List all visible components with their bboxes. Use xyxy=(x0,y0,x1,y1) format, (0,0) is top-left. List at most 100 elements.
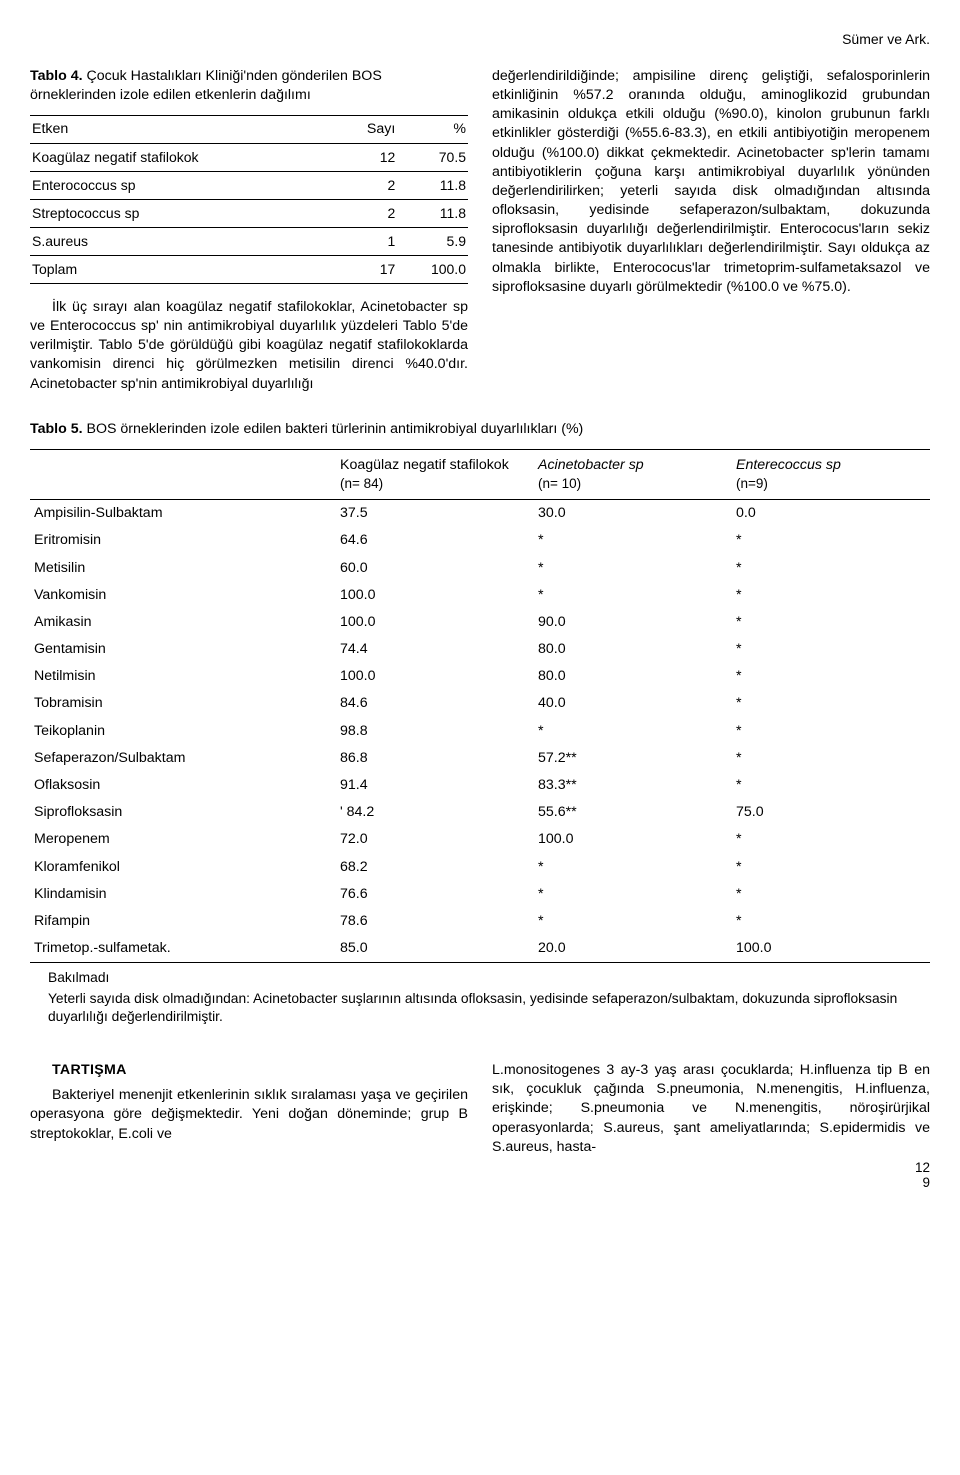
table4-col-etken: Etken xyxy=(30,116,339,144)
table-row: Metisilin60.0** xyxy=(30,555,930,582)
table4: Etken Sayı % Koagülaz negatif stafilokok… xyxy=(30,115,468,284)
table5-col-acineto-sub: (n= 10) xyxy=(538,475,728,493)
table5-header-row: Koagülaz negatif stafilokok (n= 84) Acin… xyxy=(30,449,930,499)
t5-name: Meropenem xyxy=(30,826,336,853)
right-paragraph: değerlendirildiğinde; ampisiline direnç … xyxy=(492,67,930,297)
t5-name: Tobramisin xyxy=(30,690,336,717)
table-row: Ampisilin-Sulbaktam37.530.00.0 xyxy=(30,500,930,528)
t4-sayi: 12 xyxy=(339,144,398,172)
table-row: Trimetop.-sulfametak.85.020.0100.0 xyxy=(30,935,930,963)
table-row: Toplam17100.0 xyxy=(30,255,468,283)
t5-c1: 100.0 xyxy=(336,582,534,609)
table-row: Rifampin78.6** xyxy=(30,908,930,935)
t5-c3: * xyxy=(732,718,930,745)
t5-c3: * xyxy=(732,555,930,582)
t4-etken: Toplam xyxy=(30,255,339,283)
t5-c3: * xyxy=(732,663,930,690)
t5-name: Siprofloksasin xyxy=(30,799,336,826)
t4-etken: Enterococcus sp xyxy=(30,172,339,200)
t4-etken: S.aureus xyxy=(30,228,339,256)
table5-col-kns-top: Koagülaz negatif stafilokok xyxy=(340,457,509,473)
table-row: Enterococcus sp211.8 xyxy=(30,172,468,200)
t5-name: Metisilin xyxy=(30,555,336,582)
t5-name: Gentamisin xyxy=(30,636,336,663)
t5-name: Trimetop.-sulfametak. xyxy=(30,935,336,963)
t5-c2: 80.0 xyxy=(534,636,732,663)
t5-c3: 0.0 xyxy=(732,500,930,528)
t5-c1: 64.6 xyxy=(336,527,534,554)
t5-name: Netilmisin xyxy=(30,663,336,690)
t5-c1: 91.4 xyxy=(336,772,534,799)
table4-caption-label: Tablo 4. xyxy=(30,68,83,84)
t5-c2: 20.0 xyxy=(534,935,732,963)
table5: Koagülaz negatif stafilokok (n= 84) Acin… xyxy=(30,449,930,963)
table5-col-entero: Enterecoccus sp (n=9) xyxy=(732,449,930,499)
t5-c2: * xyxy=(534,582,732,609)
t5-c2: 57.2** xyxy=(534,745,732,772)
top-two-columns: Tablo 4. Çocuk Hastalıkları Kliniği'nden… xyxy=(30,67,930,394)
t5-c3: * xyxy=(732,609,930,636)
t5-c3: * xyxy=(732,826,930,853)
t5-name: Kloramfenikol xyxy=(30,854,336,881)
t5-c2: 30.0 xyxy=(534,500,732,528)
page-number-top: 12 xyxy=(915,1160,930,1175)
t5-name: Eritromisin xyxy=(30,527,336,554)
t5-c1: 60.0 xyxy=(336,555,534,582)
table-row: Oflaksosin91.483.3*** xyxy=(30,772,930,799)
t5-c1: 74.4 xyxy=(336,636,534,663)
t5-c3: * xyxy=(732,745,930,772)
t5-c3: * xyxy=(732,908,930,935)
table5-note2: Yeterli sayıda disk olmadığından: Acinet… xyxy=(30,988,930,1027)
t4-etken: Koagülaz negatif stafilokok xyxy=(30,144,339,172)
t5-c3: * xyxy=(732,636,930,663)
t5-c3: * xyxy=(732,527,930,554)
left-paragraph-text: İlk üç sırayı alan koagülaz negatif staf… xyxy=(30,299,468,392)
table-row: Gentamisin74.480.0* xyxy=(30,636,930,663)
t5-c1: 72.0 xyxy=(336,826,534,853)
table4-col-sayi: Sayı xyxy=(339,116,398,144)
t5-c1: 84.6 xyxy=(336,690,534,717)
t5-c2: * xyxy=(534,527,732,554)
table5-col-empty xyxy=(30,449,336,499)
left-paragraph: İlk üç sırayı alan koagülaz negatif staf… xyxy=(30,298,468,394)
t5-c1: 100.0 xyxy=(336,663,534,690)
t5-name: Rifampin xyxy=(30,908,336,935)
page: Sümer ve Ark. Tablo 4. Çocuk Hastalıklar… xyxy=(0,0,960,1197)
table-row: S.aureus15.9 xyxy=(30,228,468,256)
t4-etken: Streptococcus sp xyxy=(30,200,339,228)
t5-c1: 76.6 xyxy=(336,881,534,908)
tartisma-left-text: Bakteriyel menenjit etkenlerinin sıklık … xyxy=(30,1087,468,1141)
t5-c1: 100.0 xyxy=(336,609,534,636)
t4-pct: 100.0 xyxy=(397,255,468,283)
table4-header-row: Etken Sayı % xyxy=(30,116,468,144)
t4-sayi: 2 xyxy=(339,200,398,228)
table5-caption: Tablo 5. BOS örneklerinden izole edilen … xyxy=(30,420,930,439)
t4-pct: 11.8 xyxy=(397,172,468,200)
t5-c1: ' 84.2 xyxy=(336,799,534,826)
t5-c1: 78.6 xyxy=(336,908,534,935)
t5-c1: 85.0 xyxy=(336,935,534,963)
table-row: Kloramfenikol68.2** xyxy=(30,854,930,881)
table5-col-acineto-top: Acinetobacter sp xyxy=(538,457,644,473)
table-row: Klindamisin76.6** xyxy=(30,881,930,908)
table5-col-entero-top: Enterecoccus sp xyxy=(736,457,841,473)
t5-name: Klindamisin xyxy=(30,881,336,908)
t4-pct: 70.5 xyxy=(397,144,468,172)
tartisma-left-para: Bakteriyel menenjit etkenlerinin sıklık … xyxy=(30,1086,468,1144)
t5-name: Teikoplanin xyxy=(30,718,336,745)
t5-name: Ampisilin-Sulbaktam xyxy=(30,500,336,528)
t5-c2: 80.0 xyxy=(534,663,732,690)
t4-sayi: 17 xyxy=(339,255,398,283)
page-number: 12 9 xyxy=(915,1161,930,1191)
table-row: Tobramisin84.640.0* xyxy=(30,690,930,717)
t5-c3: * xyxy=(732,854,930,881)
t5-c1: 37.5 xyxy=(336,500,534,528)
table5-col-entero-sub: (n=9) xyxy=(736,475,926,493)
t5-name: Amikasin xyxy=(30,609,336,636)
right-column: değerlendirildiğinde; ampisiline direnç … xyxy=(492,67,930,394)
table-row: Vankomisin100.0** xyxy=(30,582,930,609)
table5-col-kns-sub: (n= 84) xyxy=(340,475,530,493)
t5-c2: * xyxy=(534,854,732,881)
t4-pct: 11.8 xyxy=(397,200,468,228)
t5-c1: 68.2 xyxy=(336,854,534,881)
